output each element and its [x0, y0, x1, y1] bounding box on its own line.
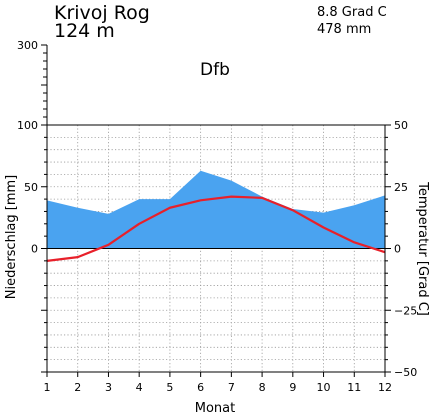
x-tick-label: 6 [197, 381, 204, 394]
x-tick-label: 12 [378, 381, 392, 394]
left-upper-tick-label: 300 [17, 39, 38, 52]
right-tick-label: 0 [394, 243, 401, 256]
axes [41, 44, 391, 377]
left-axis-label: Niederschlag [mm] [4, 175, 19, 300]
temperature-line [46, 195, 386, 262]
left-tick-label: 0 [31, 243, 38, 256]
right-tick-label: −25 [394, 304, 417, 317]
x-tick-label: 9 [289, 381, 296, 394]
x-tick-label: 2 [74, 381, 81, 394]
climate-class: Dfb [200, 60, 230, 80]
x-tick-label: 10 [317, 381, 331, 394]
annual-precipitation: 478 mm [317, 22, 372, 37]
precipitation-area [47, 170, 385, 249]
station-elevation: 124 m [54, 20, 115, 42]
station-name: Krivoj Rog [54, 2, 150, 24]
left-tick-label: 100 [17, 119, 38, 132]
x-tick-label: 3 [105, 381, 112, 394]
annual-temperature: 8.8 Grad C [317, 5, 387, 20]
x-tick-label: 8 [259, 381, 266, 394]
x-tick-label: 4 [136, 381, 143, 394]
x-tick-label: 1 [44, 381, 51, 394]
precipitation-area-shape [47, 170, 385, 249]
right-tick-label: 50 [394, 119, 408, 132]
x-tick-label: 11 [347, 381, 361, 394]
x-tick-label: 5 [166, 381, 173, 394]
right-tick-label: 25 [394, 181, 408, 194]
x-axis-label: Monat [195, 401, 235, 416]
right-tick-label: −50 [394, 366, 417, 379]
temperature-series-line [46, 195, 386, 262]
right-axis-label: Temperatur [Grad C] [415, 181, 430, 316]
left-tick-label: 50 [24, 181, 38, 194]
x-tick-label: 7 [228, 381, 235, 394]
